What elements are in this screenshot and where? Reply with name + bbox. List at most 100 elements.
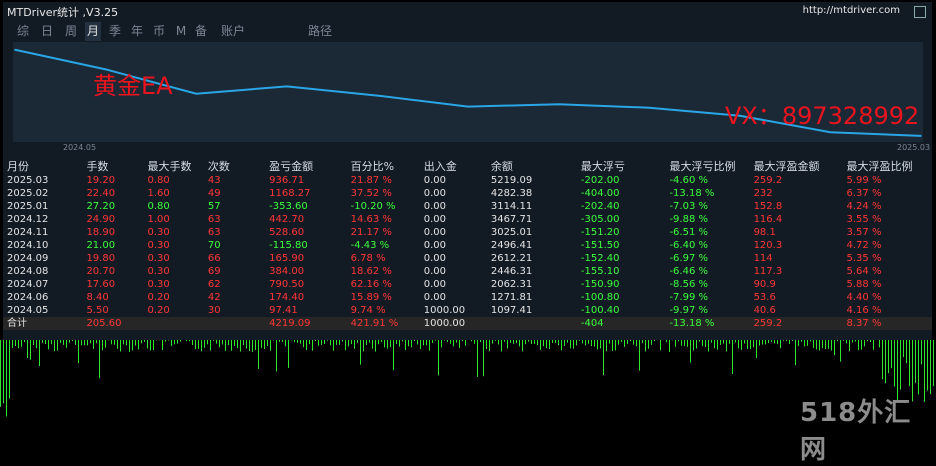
indicator-bar [351,340,352,344]
table-cell: 0.00 [420,200,487,213]
table-cell: 5.88 % [843,278,933,291]
header-5: 百分比% [347,159,420,174]
indicator-bar [846,340,847,343]
indicator-bar [561,340,562,350]
table-cell: -9.88 % [665,213,749,226]
indicator-bar [849,340,850,351]
tab-6[interactable]: 币 [151,22,167,41]
table-cell: 4.72 % [843,239,933,252]
indicator-bar [102,340,103,350]
indicator-bar [462,340,463,341]
indicator-bar [0,340,1,407]
indicator-bar [348,340,349,346]
indicator-bar [483,340,484,376]
indicator-bar [96,340,97,343]
indicator-bar [429,340,430,351]
tab-1[interactable]: 日 [39,22,55,41]
table-cell: 165.90 [265,252,347,265]
indicator-bar [684,340,685,346]
tab-9[interactable]: 账户 [219,22,247,41]
site-link[interactable]: http://mtdriver.com [803,5,900,16]
watermark: 518外汇网 [800,392,936,466]
table-cell: 66 [204,252,265,265]
indicator-bar [564,340,565,346]
table-cell: 69 [204,265,265,278]
indicator-bar [780,340,781,348]
indicator-bar [426,340,427,345]
table-cell: -151.50 [577,239,666,252]
table-cell: 0.00 [420,174,487,187]
table-cell: -353.60 [265,200,347,213]
indicator-bar [129,340,130,352]
indicator-bar [537,340,538,345]
indicator-bar [747,340,748,349]
indicator-bar [213,340,214,341]
table-cell: 2024.09 [3,252,82,265]
indicator-bar [120,340,121,352]
indicator-bar [777,340,778,344]
table-cell: -155.10 [577,265,666,278]
indicator-bar [690,340,691,363]
indicator-bar [12,340,13,348]
table-cell: -7.99 % [665,291,749,304]
indicator-bar [654,340,655,341]
tab-5[interactable]: 年 [129,22,145,41]
table-cell: 1097.41 [487,304,577,317]
indicator-bar [708,340,709,352]
tab-10[interactable]: 路径 [305,22,335,41]
indicator-bar [921,340,922,364]
indicator-bar [228,340,229,345]
indicator-bar [825,340,826,349]
tab-4[interactable]: 季 [107,22,123,41]
tab-8[interactable]: 备 [193,22,209,41]
table-cell: 0.80 [143,200,203,213]
indicator-bar [603,340,604,375]
indicator-bar [39,340,40,366]
header-1: 手数 [82,159,143,174]
tab-2[interactable]: 周 [63,22,79,41]
indicator-bar [69,340,70,343]
total-cell: 8.37 % [843,317,933,330]
indicator-bar [558,340,559,345]
indicator-bar [414,340,415,341]
tab-7[interactable]: M [173,22,189,41]
table-cell: 5219.09 [487,174,577,187]
tab-3[interactable]: 月 [85,22,101,41]
indicator-bar [216,340,217,344]
table-cell: 0.00 [420,252,487,265]
table-cell: 0.30 [143,265,203,278]
indicator-bar [885,340,886,383]
indicator-bar [843,340,844,341]
indicator-bar [180,340,181,342]
total-cell [487,317,577,330]
balance-point [467,106,469,108]
indicator-bar [33,340,34,345]
table-cell: 116.4 [750,213,843,226]
restore-icon[interactable] [914,6,926,18]
header-0: 月份 [3,159,82,174]
table-cell: 0.30 [143,278,203,291]
indicator-bar [150,340,151,350]
indicator-bar [471,340,472,341]
indicator-bar [375,340,376,352]
table-cell: 2024.11 [3,226,82,239]
table-cell: -115.80 [265,239,347,252]
total-cell: -13.18 % [665,317,749,330]
indicator-bar [75,340,76,345]
indicator-bar [345,340,346,350]
indicator-bar [321,340,322,345]
tab-0[interactable]: 综 [15,22,31,41]
indicator-bar [786,340,787,341]
indicator-bar [198,340,199,349]
